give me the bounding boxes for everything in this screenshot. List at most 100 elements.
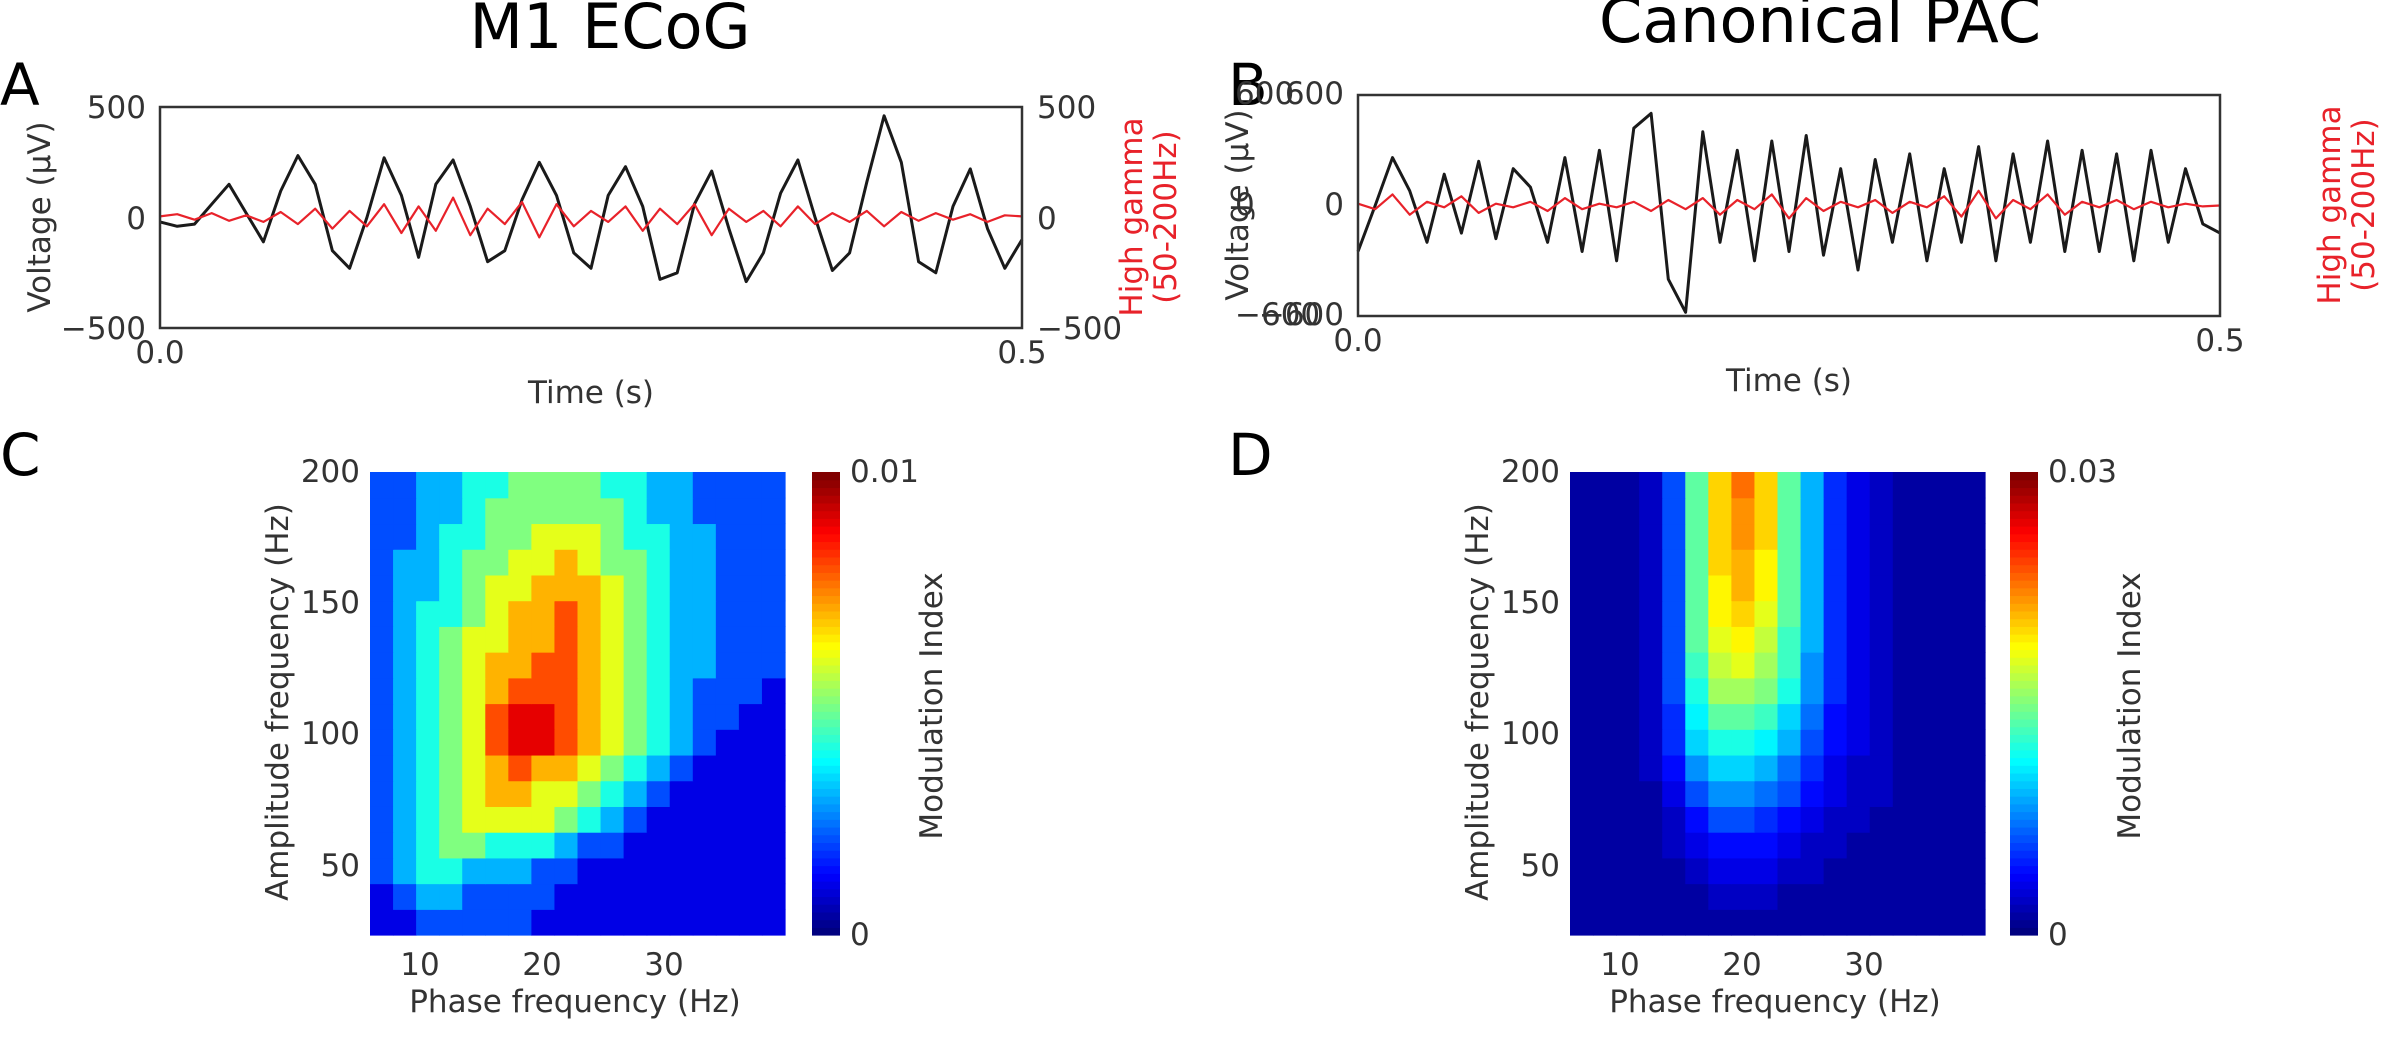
panel-c-heat-cell bbox=[623, 780, 648, 807]
panel-d-heat-cell bbox=[1915, 472, 1940, 499]
panel-d-colorbar-segment bbox=[2010, 580, 2038, 589]
panel-c-heat-cell bbox=[370, 677, 394, 705]
panel-d-heat-cell bbox=[1570, 626, 1594, 653]
panel-c-heat-cell bbox=[600, 677, 625, 705]
panel-d-heat-cell bbox=[1616, 832, 1640, 859]
panel-c-heat-cell bbox=[600, 806, 625, 833]
panel-c-heat-cell bbox=[646, 523, 671, 550]
panel-d-heat-cell bbox=[1800, 883, 1825, 910]
panel-d-heat-cell bbox=[1869, 703, 1894, 730]
panel-c-heat-cell bbox=[439, 909, 463, 936]
panel-d-heat-cell bbox=[1731, 652, 1756, 679]
panel-c-heat-cell bbox=[485, 549, 509, 576]
panel-c-heat-cell bbox=[738, 832, 763, 859]
panel-d-heat-cell bbox=[1777, 729, 1802, 756]
panel-c-heat-cell bbox=[669, 600, 694, 627]
panel-d-heat-cell bbox=[1639, 574, 1663, 602]
panel-b-ytick-right-bottom: −600 bbox=[1235, 297, 1320, 333]
panel-d-ylabel: Amplitude frequency (Hz) bbox=[1460, 503, 1496, 901]
panel-d-heat-cell bbox=[1892, 472, 1917, 499]
panel-c-heat-cell bbox=[531, 909, 556, 936]
panel-d-heat-cell bbox=[1915, 523, 1940, 550]
panel-d-heat-cell bbox=[1754, 703, 1779, 730]
panel-d-heat-cell bbox=[1869, 909, 1894, 936]
panel-d-heat-cell bbox=[1685, 626, 1709, 653]
panel-c-heat-cell bbox=[554, 549, 579, 576]
panel-c-heat-cell bbox=[462, 754, 486, 782]
panel-c-heat-cell bbox=[738, 883, 763, 910]
panel-c-heat-cell bbox=[439, 497, 463, 525]
panel-b-xlabel: Time (s) bbox=[1725, 363, 1852, 399]
panel-d-heat-cell bbox=[1869, 523, 1894, 550]
panel-c-heat-cell bbox=[554, 909, 579, 936]
panel-c-colorbar-segment bbox=[812, 873, 840, 882]
panel-d-heat-cell bbox=[1570, 574, 1594, 602]
panel-c-heat-cell bbox=[508, 549, 532, 576]
panel-c-heat-cell bbox=[531, 857, 556, 885]
panel-c-colorbar-segment bbox=[812, 533, 840, 543]
panel-d-heat-cell bbox=[1800, 806, 1825, 833]
panel-b-xtick-start: 0.0 bbox=[1333, 323, 1382, 359]
panel-c-heat-cell bbox=[416, 806, 440, 833]
title-right: Canonical PAC bbox=[1599, 0, 2041, 57]
panel-c-xtick-10: 10 bbox=[400, 947, 439, 983]
panel-d-heat-cell bbox=[1938, 600, 1963, 627]
panel-c-heat-cell bbox=[531, 626, 556, 653]
panel-c-ytick-50: 50 bbox=[321, 848, 360, 884]
panel-c-colorbar-segment bbox=[812, 495, 840, 504]
panel-c-heat-cell bbox=[600, 883, 625, 910]
panel-d: 200 150 100 50 10 20 30 Phase frequency … bbox=[1460, 454, 2148, 1020]
panel-d-heat-cell bbox=[1685, 574, 1709, 602]
panel-c-heat-cell bbox=[554, 523, 579, 550]
panel-d-heat-cell bbox=[1570, 883, 1594, 910]
panel-d-colorbar-segment bbox=[2010, 850, 2038, 859]
panel-d-heat-cell bbox=[1915, 497, 1940, 525]
panel-d-colorbar-segment bbox=[2010, 518, 2038, 527]
panel-c-heat-cell bbox=[554, 729, 579, 756]
panel-d-colorbar-segment bbox=[2010, 726, 2038, 735]
panel-c-heat-cell bbox=[761, 472, 786, 499]
panel-c-heat-cell bbox=[600, 549, 625, 576]
panel-d-colorbar-segment bbox=[2010, 919, 2038, 928]
panel-c-heat-cell bbox=[600, 574, 625, 602]
panel-c-colorbar-segment bbox=[812, 796, 840, 805]
panel-c-colorbar-segment bbox=[812, 564, 840, 573]
panel-c-colorbar-segment bbox=[812, 680, 840, 689]
panel-d-heat-cell bbox=[1915, 626, 1940, 653]
panel-c-colorbar-segment bbox=[812, 888, 840, 898]
panel-d-heat-cell bbox=[1570, 729, 1594, 756]
panel-d-heat-cell bbox=[1570, 523, 1594, 550]
panel-c-heat-cell bbox=[646, 729, 671, 756]
panel-d-heat-cell bbox=[1961, 497, 1986, 525]
panel-a-ytick-right-top: 500 bbox=[1037, 90, 1096, 126]
panel-c-heat-cell bbox=[761, 857, 786, 885]
panel-d-heat-cell bbox=[1685, 832, 1709, 859]
panel-d-heat-cell bbox=[1708, 600, 1732, 627]
panel-d-heat-cell bbox=[1869, 472, 1894, 499]
panel-c-heat-cell bbox=[462, 497, 486, 525]
panel-c-colorbar-segment bbox=[812, 657, 840, 666]
panel-d-heat-cell bbox=[1777, 677, 1802, 705]
panel-d-heat-cell bbox=[1938, 754, 1963, 782]
panel-c-heat-cell bbox=[393, 703, 417, 730]
panel-d-heat-cell bbox=[1777, 574, 1802, 602]
panel-a-xlabel: Time (s) bbox=[527, 375, 654, 411]
panel-c-colorbar-segment bbox=[812, 927, 840, 936]
panel-d-heat-cell bbox=[1754, 472, 1779, 499]
panel-d-colorbar-segment bbox=[2010, 657, 2038, 666]
panel-c-heat-cell bbox=[715, 883, 740, 910]
panel-d-heat-cell bbox=[1754, 832, 1779, 859]
panel-d-cbar-tick-min: 0 bbox=[2048, 917, 2068, 953]
panel-b: 600 0 −600 600 0 −600 0.0 0.5 Time (s) V… bbox=[1220, 76, 2382, 399]
panel-c-colorbar-segment bbox=[812, 865, 840, 874]
panel-c-heat-cell bbox=[761, 806, 786, 833]
panel-d-heat-cell bbox=[1593, 883, 1617, 910]
panel-d-heat-cell bbox=[1754, 574, 1779, 602]
panel-c-heat-cell bbox=[623, 754, 648, 782]
panel-c-heat-cell bbox=[600, 497, 625, 525]
panel-c-heat-cell bbox=[439, 729, 463, 756]
panel-d-heat-cell bbox=[1892, 549, 1917, 576]
panel-c-colorbar-segment bbox=[812, 896, 840, 905]
panel-d-colorbar-segment bbox=[2010, 711, 2038, 720]
panel-d-heat-cell bbox=[1685, 780, 1709, 807]
